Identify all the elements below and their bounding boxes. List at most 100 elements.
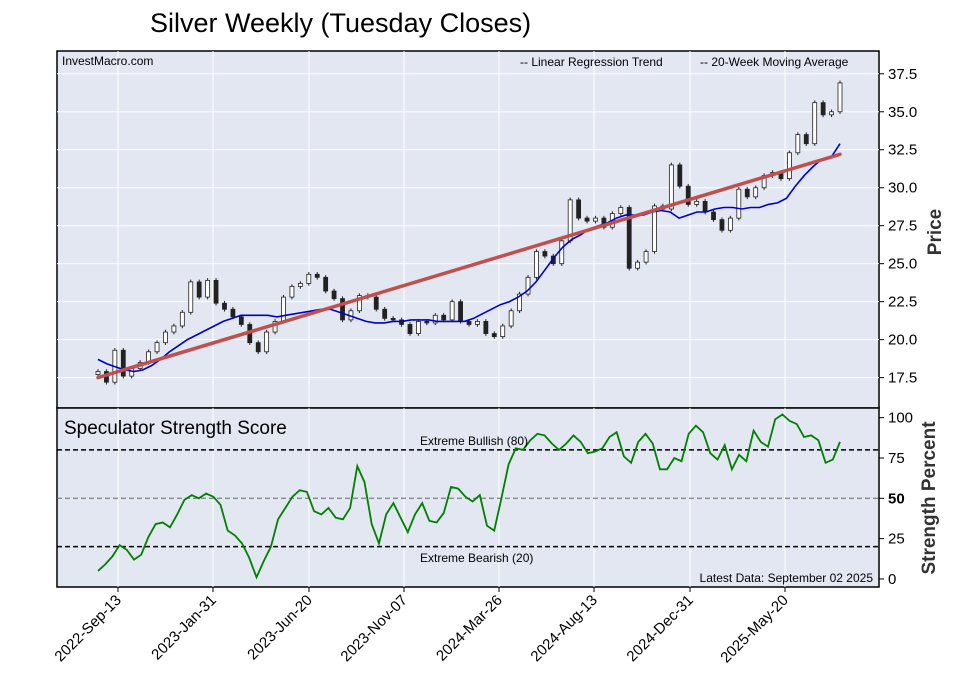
x-tick-label: 2024-Dec-31 xyxy=(623,592,696,665)
latest-data-note: Latest Data: September 02 2025 xyxy=(700,571,874,585)
candle-body xyxy=(829,111,834,116)
candle-body xyxy=(373,296,379,310)
price-tick-label: 27.5 xyxy=(888,218,917,235)
price-tick-label: 22.5 xyxy=(888,294,917,311)
price-tick-label: 35.0 xyxy=(888,104,917,121)
x-axis-date-labels: 2022-Sep-13 2023-Jan-31 2023-Jun-20 2023-No… xyxy=(51,587,792,667)
candle-body xyxy=(466,321,472,325)
chart-title: Silver Weekly (Tuesday Closes) xyxy=(150,8,531,38)
candle-body xyxy=(491,333,497,338)
candle-body xyxy=(787,152,792,180)
candle-body xyxy=(289,286,295,298)
candle-body xyxy=(559,240,565,265)
candle-body xyxy=(205,279,211,298)
x-tick-label: 2022-Sep-13 xyxy=(51,592,124,665)
candle-body xyxy=(340,298,345,321)
candle-body xyxy=(626,207,632,269)
candle-body xyxy=(179,311,185,327)
candle-body xyxy=(154,342,160,353)
price-tick-label: 30.0 xyxy=(888,180,917,197)
candle-body xyxy=(576,199,582,219)
regression-line xyxy=(96,152,842,380)
candle-body xyxy=(677,164,683,187)
strength-tick-label: 0 xyxy=(888,571,896,588)
extreme-bearish-label: Extreme Bearish (20) xyxy=(420,551,533,565)
candle-body xyxy=(837,82,843,113)
price-tick-label: 32.5 xyxy=(888,142,917,159)
candle-body xyxy=(230,308,236,318)
candle-body xyxy=(694,200,700,205)
candle-body xyxy=(213,279,219,304)
candle-body xyxy=(753,187,759,198)
candle-body xyxy=(331,290,337,300)
strength-tick-label: 25 xyxy=(888,531,905,548)
candle-body xyxy=(702,200,708,213)
candle-body xyxy=(812,102,818,145)
candle-body xyxy=(719,219,725,231)
candle-body xyxy=(196,281,202,298)
candle-body xyxy=(618,207,624,214)
price-grid xyxy=(57,51,879,408)
candle-body xyxy=(795,134,801,154)
candle-body xyxy=(382,308,388,319)
price-tick-label: 37.5 xyxy=(888,66,917,83)
candle-body xyxy=(652,205,657,252)
candle-body xyxy=(584,217,590,222)
candle-body xyxy=(222,302,227,310)
candle-body xyxy=(711,211,716,221)
price-axis-label: Price xyxy=(925,209,946,255)
x-tick-label: 2023-Jun-20 xyxy=(244,592,316,664)
candle-body xyxy=(314,273,320,278)
candle-body xyxy=(171,325,177,333)
watermark: InvestMacro.com xyxy=(62,54,153,68)
candle-body xyxy=(297,283,303,287)
candle-body xyxy=(449,301,455,321)
strength-score-line xyxy=(97,413,841,580)
candle-body xyxy=(95,371,101,375)
candle-body xyxy=(281,296,286,322)
x-tick-label: 2023-Nov-07 xyxy=(337,592,410,665)
candle-body xyxy=(744,188,750,198)
x-tick-label: 2024-Mar-26 xyxy=(433,592,506,665)
candle-body xyxy=(685,185,691,205)
candle-body xyxy=(508,310,514,327)
candle-body xyxy=(534,251,539,278)
legend-moving-average: -- 20-Week Moving Average xyxy=(700,55,849,69)
strength-axis-label: Strength Percent xyxy=(919,421,940,575)
candle-body xyxy=(458,301,463,322)
candle-body xyxy=(323,276,329,292)
candle-body xyxy=(483,321,489,334)
price-tick-label: 25.0 xyxy=(888,256,917,273)
candle-body xyxy=(593,217,598,222)
strength-tick-label: 75 xyxy=(888,450,905,467)
candle-body xyxy=(432,314,438,324)
x-tick-label: 2023-Jan-31 xyxy=(148,592,220,664)
candle-body xyxy=(643,251,649,263)
x-tick-label: 2025-May-20 xyxy=(717,592,792,667)
strength-tick-label: 100 xyxy=(888,410,913,427)
candle-body xyxy=(820,102,826,116)
candle-body xyxy=(475,321,480,325)
strength-tick-label: 50 xyxy=(888,490,905,507)
candle-body xyxy=(668,164,674,210)
moving-average-line xyxy=(97,143,841,373)
candle-body xyxy=(238,316,244,325)
candle-body xyxy=(390,317,396,321)
candle-body xyxy=(736,188,742,219)
candle-body xyxy=(517,293,522,312)
candle-body xyxy=(500,325,506,337)
candle-body xyxy=(727,217,733,231)
candle-body xyxy=(163,331,168,344)
x-tick-label: 2024-Aug-13 xyxy=(527,592,600,665)
candle-body xyxy=(542,251,548,257)
price-tick-label: 17.5 xyxy=(888,370,917,387)
candle-body xyxy=(356,295,362,312)
price-tick-label: 20.0 xyxy=(888,332,917,349)
candle-body xyxy=(803,134,809,145)
strength-panel-title: Speculator Strength Score xyxy=(64,418,287,439)
candle-body xyxy=(188,281,194,313)
candle-body xyxy=(441,314,447,321)
candle-body xyxy=(264,331,270,353)
candle-body xyxy=(407,324,413,334)
